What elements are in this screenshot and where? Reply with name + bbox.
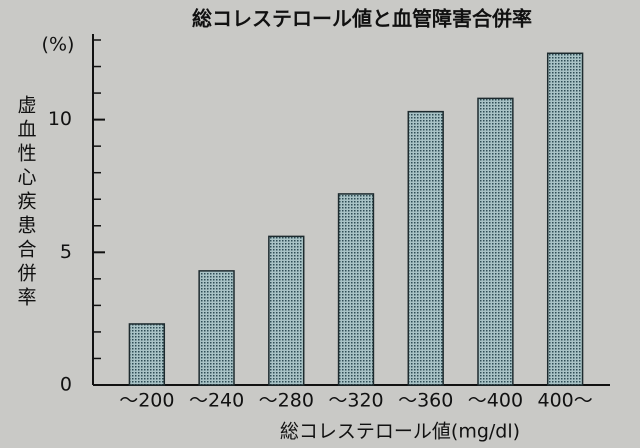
bar [407,110,444,386]
x-tick-label: 400～ [538,390,593,412]
x-tick-label: ～360 [398,390,453,412]
bar [477,97,514,386]
y-tick-label: 5 [60,241,72,263]
y-unit: (%) [42,34,75,56]
bar [268,235,305,386]
bar [128,323,166,386]
bar [546,52,584,386]
y-tick-label: 0 [60,374,72,396]
x-axis-label: 総コレステロール値(mg/dl) [280,421,520,443]
x-tick-label: ～240 [189,390,244,412]
x-tick-label: ～320 [328,390,383,412]
chart-title: 総コレステロール値と血管障害合併率 [192,7,532,31]
y-tick-label: 10 [48,108,72,130]
x-tick-label: ～280 [259,390,314,412]
y-axis-label: 虚血性心疾患合併率 [15,95,37,311]
bar [337,193,375,386]
bar [198,270,235,386]
x-tick-label: ～200 [119,390,174,412]
x-tick-label: ～400 [468,390,523,412]
